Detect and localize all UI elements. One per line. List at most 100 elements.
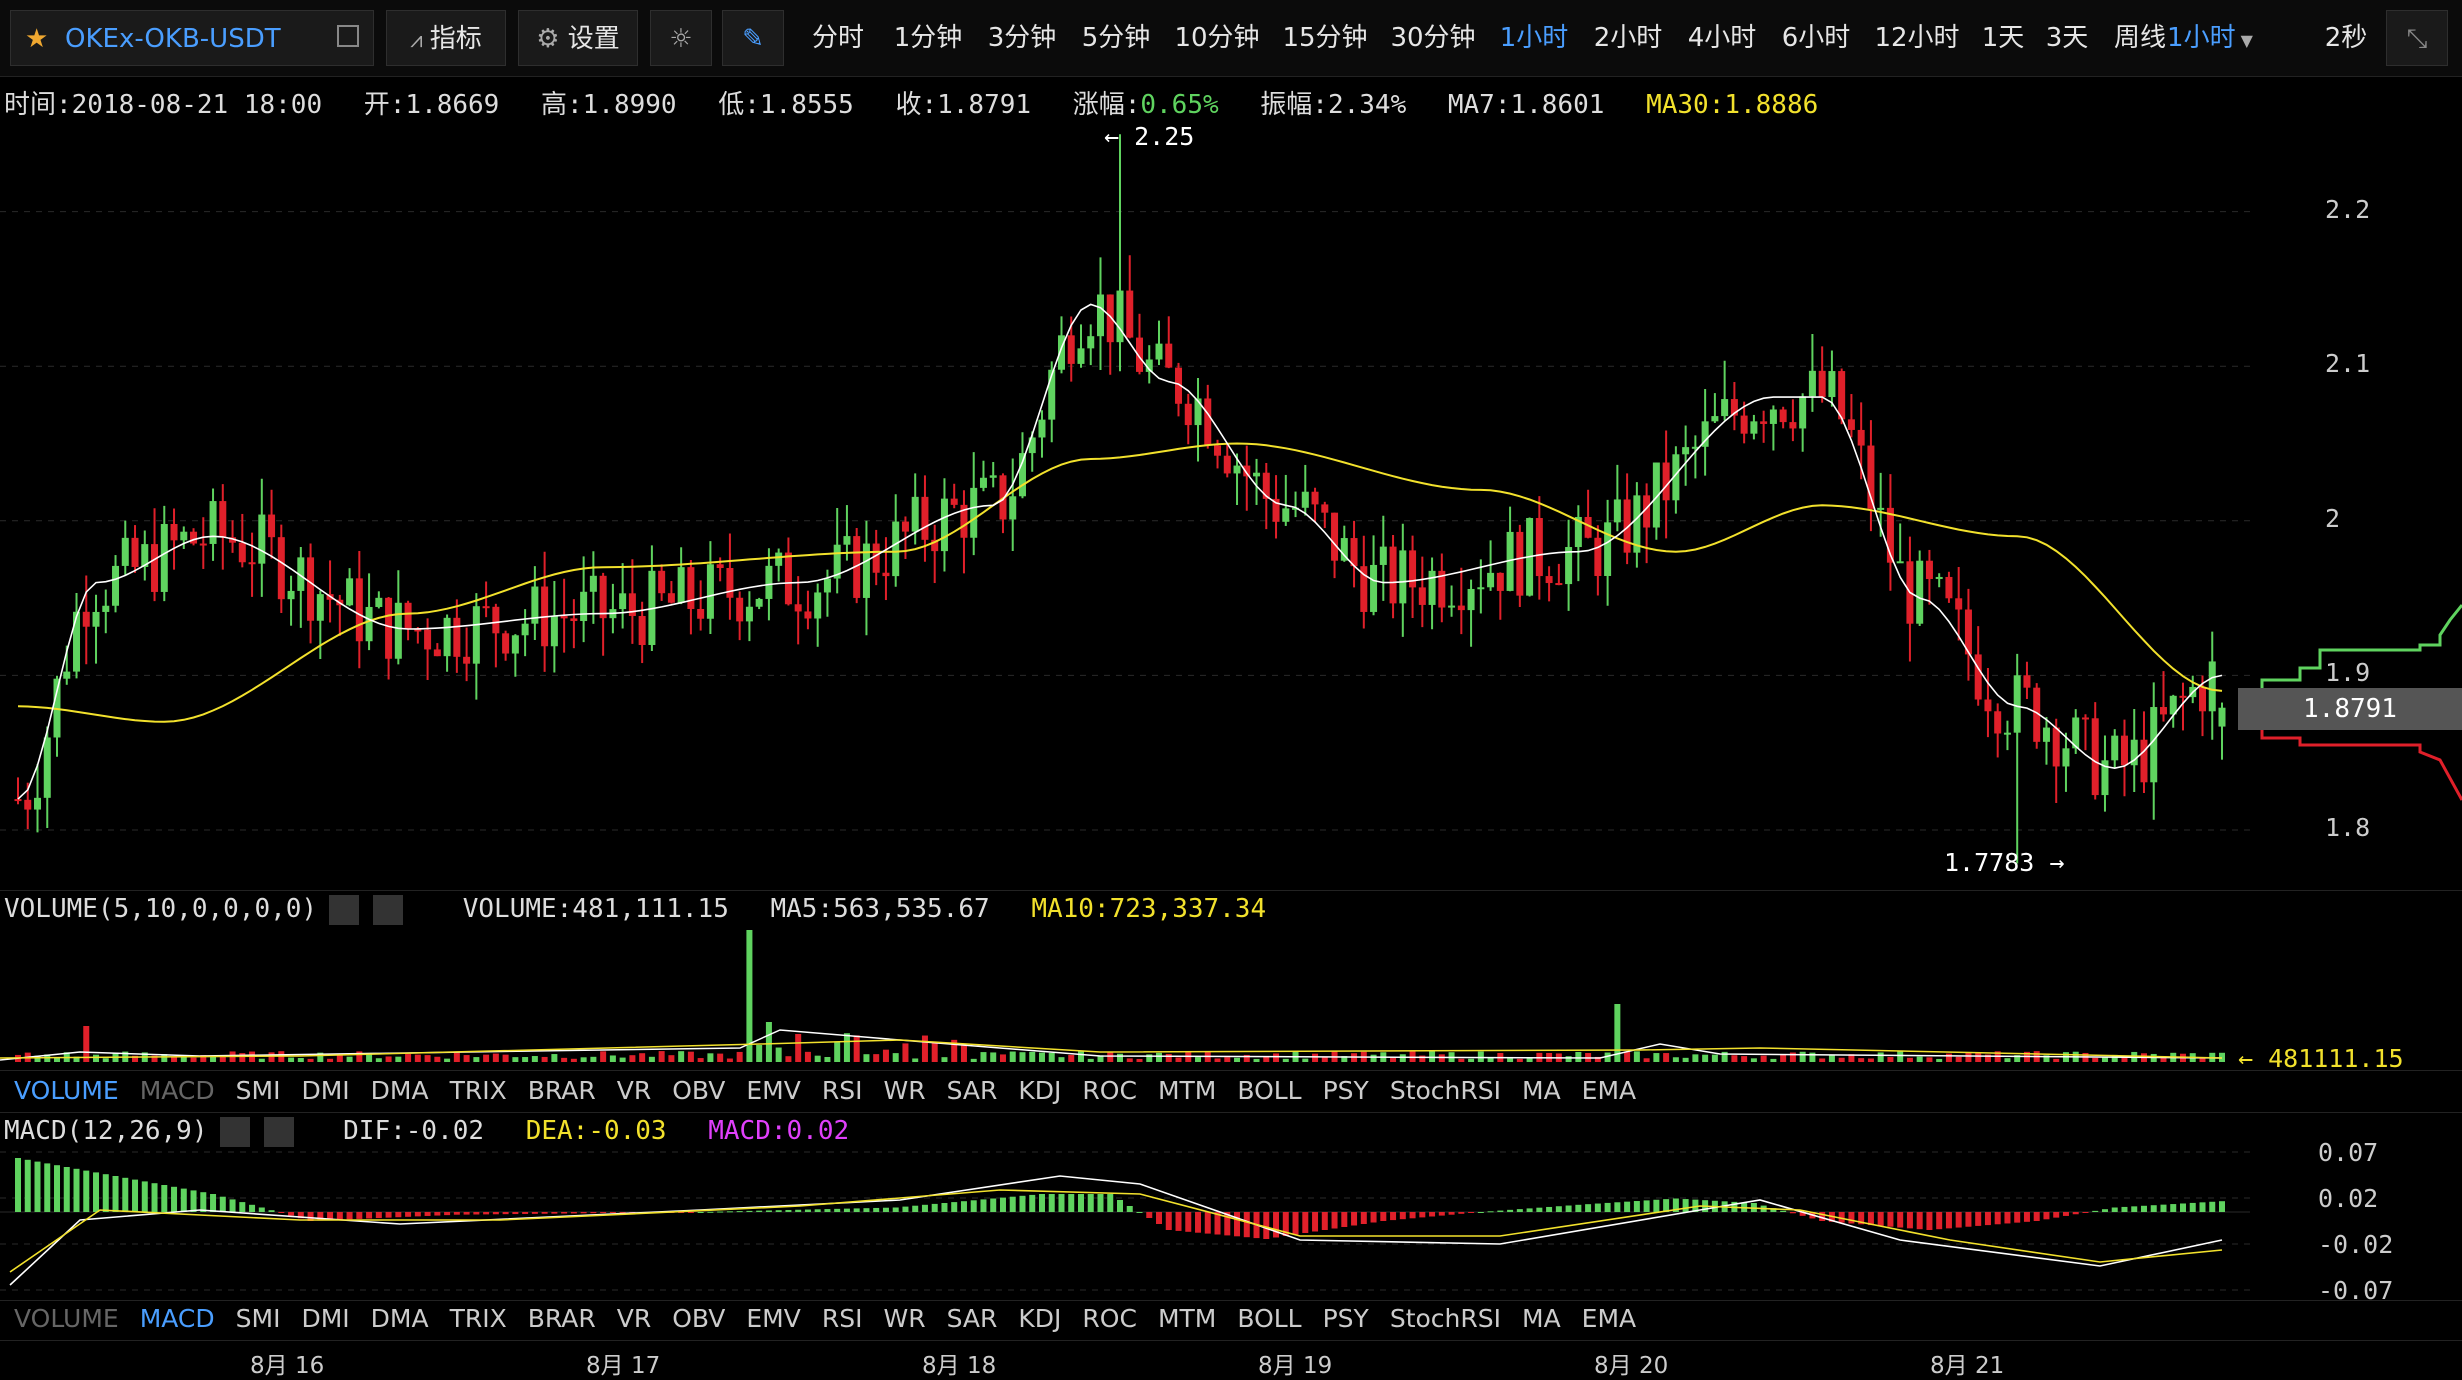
indicator-tab-stochrsi[interactable]: StochRSI <box>1389 1076 1501 1105</box>
macd-histogram-bar <box>2004 1212 2011 1224</box>
indicator-tab-sar[interactable]: SAR <box>946 1304 998 1333</box>
interval-3[interactable]: 5分钟 <box>1081 23 1151 53</box>
candle-body <box>511 635 519 654</box>
indicator-tab-rsi[interactable]: RSI <box>821 1304 863 1333</box>
interval-dropdown[interactable]: 1小时 ▼ <box>2160 10 2260 66</box>
fullscreen-icon[interactable]: ⤡ <box>2386 10 2448 66</box>
candle-body <box>2072 717 2080 749</box>
interval-0[interactable]: 分时 <box>811 23 864 53</box>
indicator-tab-boll[interactable]: BOLL <box>1237 1076 1302 1105</box>
candle-body <box>833 544 841 579</box>
indicator-tab-brar[interactable]: BRAR <box>527 1304 596 1333</box>
candle-body <box>160 524 168 592</box>
indicators-label: 指标 <box>429 24 482 54</box>
candle-body <box>2169 695 2177 715</box>
volume-close-icon[interactable] <box>373 894 404 925</box>
candle-body <box>316 594 324 621</box>
indicator-tab-brar[interactable]: BRAR <box>527 1076 596 1105</box>
interval-6[interactable]: 30分钟 <box>1390 23 1476 53</box>
macd-dif: DIF:-0.02 <box>343 1116 485 1146</box>
candle-body <box>706 564 714 619</box>
interval-11[interactable]: 12小时 <box>1874 23 1960 53</box>
draw-pencil-icon[interactable]: ✎ <box>722 10 784 66</box>
theme-toggle-icon[interactable]: ☼ <box>650 10 712 66</box>
interval-5[interactable]: 15分钟 <box>1282 23 1368 53</box>
macd-histogram-bar <box>1780 1210 1787 1212</box>
macd-gear-icon[interactable] <box>219 1116 250 1147</box>
indicator-tab-roc[interactable]: ROC <box>1082 1076 1137 1105</box>
interval-10[interactable]: 6小时 <box>1781 23 1851 53</box>
settings-button[interactable]: ⚙ 设置 <box>518 10 638 66</box>
volume-bar <box>1341 1056 1348 1062</box>
macd-histogram-bar <box>375 1212 382 1219</box>
indicator-tab-sar[interactable]: SAR <box>946 1076 998 1105</box>
indicator-tab-dmi[interactable]: DMI <box>301 1076 350 1105</box>
refresh-rate[interactable]: 2秒 <box>2324 23 2368 53</box>
interval-4[interactable]: 10分钟 <box>1174 23 1260 53</box>
indicator-tab-mtm[interactable]: MTM <box>1157 1304 1217 1333</box>
indicator-tab-trix[interactable]: TRIX <box>449 1304 507 1333</box>
indicator-tab-kdj[interactable]: KDJ <box>1018 1076 1062 1105</box>
indicator-tab-obv[interactable]: OBV <box>672 1304 726 1333</box>
indicator-tab-smi[interactable]: SMI <box>235 1304 281 1333</box>
interval-13[interactable]: 3天 <box>2045 23 2089 53</box>
favorite-star-icon[interactable]: ★ <box>25 24 49 54</box>
volume-bar <box>736 1051 743 1062</box>
interval-1[interactable]: 1分钟 <box>893 23 963 53</box>
price-axis-label: 2 <box>2325 503 2341 533</box>
candle-body <box>667 593 675 603</box>
candle-body <box>1379 546 1387 565</box>
indicator-tab-stochrsi[interactable]: StochRSI <box>1389 1304 1501 1333</box>
indicator-tab-smi[interactable]: SMI <box>235 1076 281 1105</box>
interval-2[interactable]: 3分钟 <box>987 23 1057 53</box>
indicator-tab-vr[interactable]: VR <box>616 1304 652 1333</box>
indicator-tab-rsi[interactable]: RSI <box>821 1076 863 1105</box>
interval-9[interactable]: 4小时 <box>1687 23 1757 53</box>
indicator-tab-roc[interactable]: ROC <box>1082 1304 1137 1333</box>
indicator-tab-ema[interactable]: EMA <box>1581 1076 1637 1105</box>
indicator-tab-mtm[interactable]: MTM <box>1157 1076 1217 1105</box>
macd-dea: DEA:-0.03 <box>525 1116 667 1146</box>
indicator-tab-volume[interactable]: VOLUME <box>14 1076 119 1105</box>
interval-12[interactable]: 1天 <box>1981 23 2025 53</box>
indicator-tab-kdj[interactable]: KDJ <box>1018 1304 1062 1333</box>
date-label: 8月 19 <box>1258 1353 1333 1379</box>
pair-selector[interactable]: ★ OKEx-OKB-USDT <box>10 10 374 66</box>
indicator-tab-ma[interactable]: MA <box>1522 1076 1561 1105</box>
indicator-tab-dmi[interactable]: DMI <box>301 1304 350 1333</box>
indicator-tab-emv[interactable]: EMV <box>746 1304 801 1333</box>
volume-bar <box>2121 1056 2128 1062</box>
indicator-tab-trix[interactable]: TRIX <box>449 1076 507 1105</box>
indicator-tab-psy[interactable]: PSY <box>1322 1076 1369 1105</box>
interval-8[interactable]: 2小时 <box>1593 23 1663 53</box>
volume-gear-icon[interactable] <box>329 894 360 925</box>
indicator-tab-volume[interactable]: VOLUME <box>14 1304 119 1333</box>
indicator-tab-macd[interactable]: MACD <box>139 1304 215 1333</box>
indicator-tab-dma[interactable]: DMA <box>370 1076 429 1105</box>
divider <box>0 1300 2462 1301</box>
interval-7[interactable]: 1小时 <box>1499 23 1569 53</box>
volume-bar <box>1195 1057 1202 1062</box>
external-link-icon[interactable] <box>337 25 359 47</box>
indicator-tab-vr[interactable]: VR <box>616 1076 652 1105</box>
volume-bar <box>980 1052 987 1062</box>
indicators-button[interactable]: ⩘ 指标 <box>386 10 506 66</box>
indicator-tab-macd[interactable]: MACD <box>139 1076 215 1105</box>
indicator-tab-wr[interactable]: WR <box>883 1304 926 1333</box>
indicator-tab-ma[interactable]: MA <box>1522 1304 1561 1333</box>
macd-histogram-bar <box>1965 1212 1972 1227</box>
interval-14[interactable]: 周线 <box>2113 23 2166 53</box>
indicator-tab-wr[interactable]: WR <box>883 1076 926 1105</box>
indicator-tab-psy[interactable]: PSY <box>1322 1304 1369 1333</box>
macd-close-icon[interactable] <box>263 1116 294 1147</box>
indicator-tab-boll[interactable]: BOLL <box>1237 1304 1302 1333</box>
volume-bar <box>132 1055 139 1062</box>
indicator-tab-ema[interactable]: EMA <box>1581 1304 1637 1333</box>
indicator-tab-obv[interactable]: OBV <box>672 1076 726 1105</box>
macd-histogram-bar <box>2111 1207 2118 1212</box>
macd-histogram-bar <box>1555 1206 1562 1212</box>
indicator-tab-dma[interactable]: DMA <box>370 1304 429 1333</box>
macd-histogram-bar <box>580 1212 587 1214</box>
indicator-tab-emv[interactable]: EMV <box>746 1076 801 1105</box>
